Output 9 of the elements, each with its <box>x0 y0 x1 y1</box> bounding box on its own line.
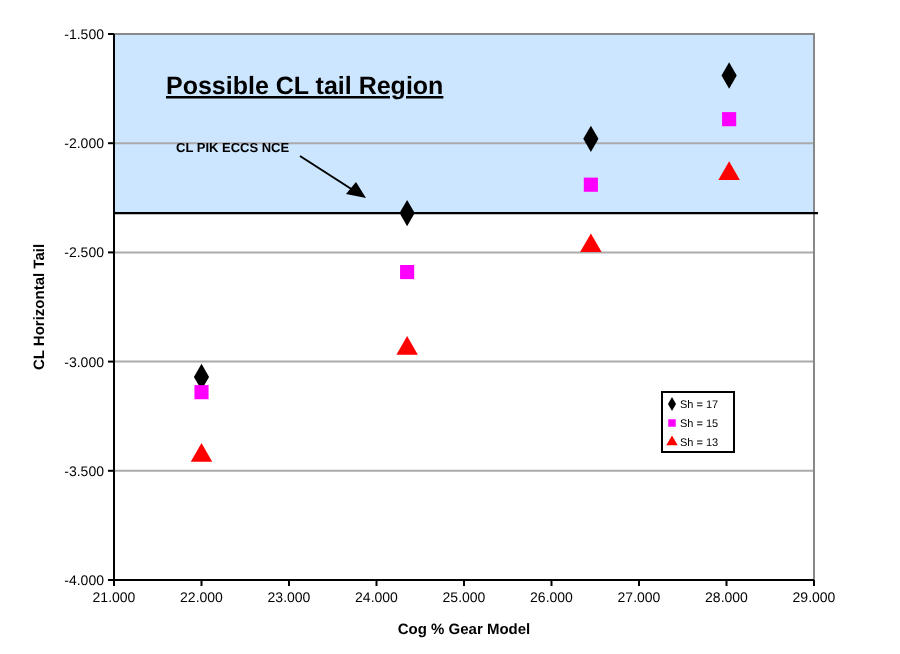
point <box>396 336 418 355</box>
point <box>400 264 415 280</box>
band-label: Possible CL tail Region <box>166 72 444 100</box>
point <box>190 443 213 462</box>
point <box>722 112 737 127</box>
point <box>580 233 602 253</box>
point <box>718 161 740 180</box>
point <box>194 385 209 400</box>
point <box>583 177 598 192</box>
